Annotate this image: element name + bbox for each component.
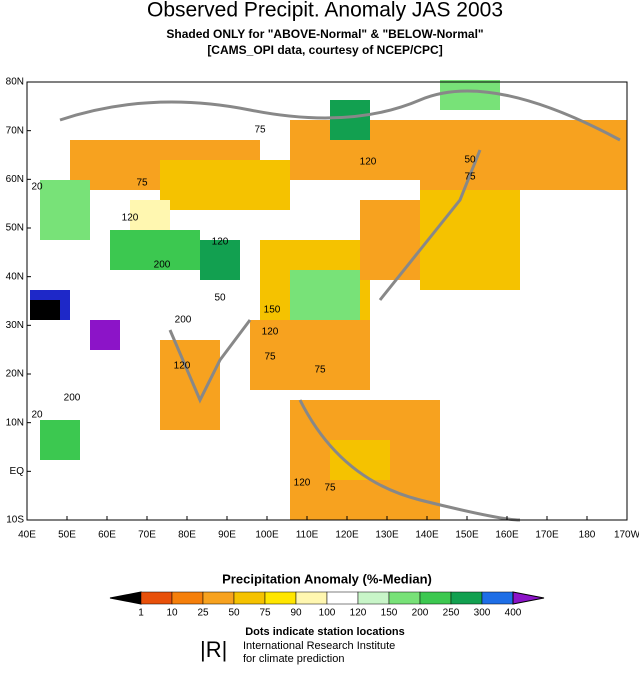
contour-label: 120 bbox=[212, 237, 229, 248]
colorbar-box bbox=[171, 591, 204, 605]
colorbar: 1 10 25 50 75 90 100 120 150 200 250 300 400 bbox=[109, 591, 545, 619]
lon-label: 90E bbox=[218, 530, 236, 541]
contour-label: 120 bbox=[294, 478, 311, 489]
colorbar-box bbox=[450, 591, 483, 605]
contour-label: 20 bbox=[31, 182, 43, 193]
colorbar-label: 120 bbox=[350, 608, 367, 619]
colorbar-box bbox=[233, 591, 266, 605]
source: [CAMS_OPI data, courtesy of NCEP/CPC] bbox=[207, 43, 442, 57]
contour-label: 200 bbox=[64, 393, 81, 404]
map-frame bbox=[26, 81, 628, 521]
lon-label: 40E bbox=[18, 530, 36, 541]
lat-label: 70N bbox=[6, 125, 24, 136]
colorbar-box bbox=[326, 591, 359, 605]
colorbar-box bbox=[419, 591, 452, 605]
colorbar-label: 1 bbox=[138, 608, 144, 619]
contour-label: 20 bbox=[31, 410, 43, 421]
lon-label: 110E bbox=[296, 530, 319, 541]
contour-label: 120 bbox=[262, 327, 279, 338]
lat-label: 50N bbox=[6, 223, 24, 234]
lon-label: 100E bbox=[255, 530, 279, 541]
lat-label: 30N bbox=[6, 320, 24, 331]
colorbar-label: 75 bbox=[259, 608, 271, 619]
contour-label: 150 bbox=[264, 305, 281, 316]
lon-label: 70E bbox=[138, 530, 156, 541]
contour-label: 75 bbox=[324, 483, 336, 494]
lon-label: 170E bbox=[535, 530, 559, 541]
lat-label: 40N bbox=[6, 271, 24, 282]
colorbar-label: 150 bbox=[381, 608, 398, 619]
colorbar-box bbox=[295, 591, 328, 605]
lon-label: 180 bbox=[579, 530, 596, 541]
shading bbox=[30, 80, 627, 520]
contour-labels: 75 120 50 75 20 120 75 200 120 50 150 20… bbox=[31, 125, 476, 494]
lon-label: 60E bbox=[98, 530, 116, 541]
colorbar-label: 400 bbox=[505, 608, 522, 619]
org-line1: International Research Institute bbox=[243, 640, 395, 652]
contour-label: 75 bbox=[264, 352, 276, 363]
contour-label: 50 bbox=[464, 155, 476, 166]
contour-label: 75 bbox=[136, 178, 148, 189]
lon-label: 80E bbox=[178, 530, 196, 541]
contour-label: 200 bbox=[175, 315, 192, 326]
contour-label: 75 bbox=[314, 365, 326, 376]
colorbar-label: 90 bbox=[290, 608, 302, 619]
colorbar-label: 100 bbox=[319, 608, 336, 619]
lon-label: 50E bbox=[58, 530, 76, 541]
contour-label: 200 bbox=[154, 260, 171, 271]
org-line2: for climate prediction bbox=[243, 653, 345, 665]
colorbar-label: 50 bbox=[228, 608, 240, 619]
lon-label: 170W bbox=[614, 530, 639, 541]
lon-label: 140E bbox=[415, 530, 439, 541]
lat-label: 10N bbox=[6, 417, 24, 428]
colorbar-label: 300 bbox=[474, 608, 491, 619]
subtitle: Shaded ONLY for "ABOVE-Normal" & "BELOW-… bbox=[166, 27, 483, 41]
colorbar-box bbox=[264, 591, 297, 605]
axes: 80N 70N 60N 50N 40N 30N 20N 10N EQ 10S 40E 50E 60E 70… bbox=[6, 77, 639, 541]
colorbar-box bbox=[202, 591, 235, 605]
logo: |R| bbox=[200, 637, 227, 662]
contour-label: 120 bbox=[174, 361, 191, 372]
colorbar-label: 25 bbox=[197, 608, 209, 619]
map: 75 120 50 75 20 120 75 200 120 50 150 20… bbox=[26, 80, 628, 522]
colorbar-box bbox=[481, 591, 514, 605]
title: Observed Precipit. Anomaly JAS 2003 bbox=[147, 0, 503, 22]
contour-label: 120 bbox=[122, 213, 139, 224]
contour-label: 75 bbox=[254, 125, 266, 136]
lat-label: 60N bbox=[6, 174, 24, 185]
colorbar-label: 10 bbox=[166, 608, 178, 619]
lat-label: EQ bbox=[10, 466, 25, 477]
contour-label: 75 bbox=[464, 172, 476, 183]
lon-label: 120E bbox=[335, 530, 359, 541]
coastlines bbox=[59, 89, 621, 522]
lon-label: 160E bbox=[495, 530, 519, 541]
colorbar-box bbox=[357, 591, 390, 605]
lat-label: 10S bbox=[6, 515, 24, 526]
lat-label: 20N bbox=[6, 369, 24, 380]
colorbar-end bbox=[512, 591, 545, 605]
colorbar-box bbox=[140, 591, 173, 605]
legend-note: Dots indicate station locations bbox=[245, 626, 405, 638]
contour-label: 50 bbox=[214, 293, 226, 304]
lat-label: 80N bbox=[6, 77, 24, 88]
lon-label: 130E bbox=[375, 530, 399, 541]
colorbar-end bbox=[109, 591, 142, 605]
colorbar-label: 200 bbox=[412, 608, 429, 619]
colorbar-label: 250 bbox=[443, 608, 460, 619]
lon-label: 150E bbox=[455, 530, 479, 541]
legend-title: Precipitation Anomaly (%-Median) bbox=[222, 571, 432, 586]
contour-label: 120 bbox=[360, 157, 377, 168]
colorbar-box bbox=[388, 591, 421, 605]
